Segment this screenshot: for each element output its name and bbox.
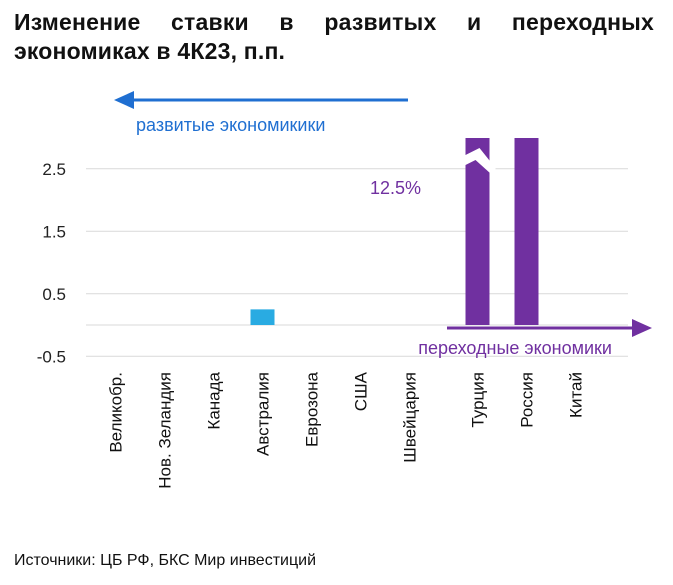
category-label: Турция xyxy=(469,372,488,428)
emerging-arrow-head xyxy=(632,319,652,337)
category-label: Россия xyxy=(518,372,537,428)
bar-9 xyxy=(514,138,539,325)
category-label: Австралия xyxy=(254,372,273,456)
category-label: Китай xyxy=(567,372,586,418)
category-label: Нов. Зеландия xyxy=(156,372,175,489)
emerging-label: переходные экономики xyxy=(418,338,612,358)
bar-8 xyxy=(465,138,490,325)
category-label: Канада xyxy=(205,371,224,429)
bar-4 xyxy=(250,309,275,325)
y-tick-label: 0.5 xyxy=(42,285,66,304)
y-tick-label: -0.5 xyxy=(37,347,66,366)
source-note: Источники: ЦБ РФ, БКС Мир инвестиций xyxy=(14,552,317,569)
turkey-value-label: 12.5% xyxy=(370,178,421,198)
y-tick-label: 1.5 xyxy=(42,222,66,241)
category-label: Еврозона xyxy=(303,371,322,447)
category-label: Швейцария xyxy=(401,372,420,463)
category-label: США xyxy=(352,371,371,411)
axis-break-marker xyxy=(459,148,496,178)
y-tick-label: 2.5 xyxy=(42,160,66,179)
developed-arrow-head xyxy=(114,91,134,109)
chart-title: Изменение ставки в развитых и переходных… xyxy=(14,9,654,64)
developed-label: развитые экономикики xyxy=(136,115,325,135)
category-label: Великобр. xyxy=(107,372,126,453)
